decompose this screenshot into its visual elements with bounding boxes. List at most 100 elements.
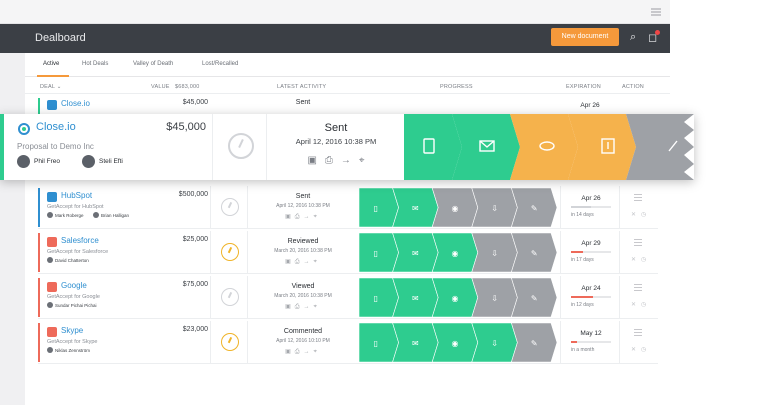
header-value[interactable]: VALUE	[151, 84, 170, 90]
expiration-cell: May 12 in a month	[560, 321, 620, 364]
company-name[interactable]: Salesforce	[61, 236, 99, 245]
engagement-cell	[212, 114, 267, 180]
print-icon[interactable]: ⎙	[294, 214, 304, 220]
save-icon[interactable]: ▣	[307, 155, 325, 166]
header-latest-activity[interactable]: LATEST ACTIVITY	[277, 84, 327, 90]
contact-person[interactable]: David Chatterton	[47, 257, 89, 263]
hamburger-menu-icon[interactable]	[651, 8, 661, 16]
row-menu-icon[interactable]	[634, 239, 642, 246]
tab-valley-of-death[interactable]: Valley of Death	[133, 61, 174, 67]
location-icon[interactable]: ⌖	[313, 349, 321, 355]
forward-icon[interactable]: →	[303, 214, 314, 220]
tab-bar: Active Hot Deals Valley of Death Lost/Re…	[25, 53, 670, 77]
header-deal[interactable]: DEAL ⌄	[40, 84, 62, 90]
progress-step	[431, 323, 479, 362]
progress-step	[471, 278, 518, 317]
forward-icon[interactable]: →	[340, 155, 359, 166]
close-io-logo-icon	[47, 100, 57, 110]
table-row[interactable]: Google $75,000 GetAccept for Google Sundar …	[38, 276, 658, 319]
contact-person[interactable]: Steli Efti	[82, 155, 123, 168]
contact-person[interactable]: Sundar Pichai Pichai	[47, 302, 97, 308]
print-icon[interactable]: ⎙	[294, 259, 304, 265]
expiration-note: in 17 days	[571, 257, 594, 263]
close-icon[interactable]: ✕	[631, 257, 637, 263]
print-icon[interactable]: ⎙	[294, 349, 304, 355]
forward-icon[interactable]: →	[303, 304, 314, 310]
progress-step	[431, 233, 479, 272]
expiration-date: May 12	[580, 330, 602, 337]
location-icon[interactable]: ⌖	[358, 155, 373, 166]
activity-status: Sent	[295, 99, 311, 106]
deal-value: $45,000	[166, 121, 206, 133]
close-icon[interactable]: ✕	[631, 347, 637, 353]
company-name[interactable]: Close.io	[61, 99, 90, 108]
print-icon[interactable]: ⎙	[294, 304, 304, 310]
save-icon[interactable]: ▣	[285, 349, 295, 355]
save-icon[interactable]: ▣	[285, 259, 295, 265]
print-icon[interactable]: ⎙	[324, 155, 341, 166]
progress-steps: ▯ ✉ ◉ ⇩ ✎	[359, 278, 557, 317]
row-menu-icon[interactable]	[634, 284, 642, 291]
contact-person[interactable]: Mark Roberge	[47, 212, 84, 218]
row-menu-icon[interactable]	[634, 329, 642, 336]
activity-actions: ▣⎙→⌖	[278, 258, 328, 266]
company-name[interactable]: HubSpot	[61, 191, 93, 200]
contact-person[interactable]: Niklas Zennström	[47, 347, 90, 353]
expiration-cell: Apr 24 in 12 days	[560, 276, 620, 319]
eye-icon: ◉	[452, 294, 459, 303]
highlighted-deal-card[interactable]: Close.io $45,000 Proposal to Demo Inc Ph…	[0, 114, 694, 180]
company-name[interactable]: Skype	[61, 326, 84, 335]
location-icon[interactable]: ⌖	[313, 259, 321, 265]
forward-icon[interactable]: →	[303, 349, 314, 355]
clock-icon[interactable]: ◷	[641, 302, 647, 308]
activity-actions: ▣⎙→⌖	[278, 348, 328, 356]
tab-active[interactable]: Active	[43, 61, 60, 67]
notification-badge	[655, 30, 660, 35]
row-menu-icon[interactable]	[634, 194, 642, 201]
row-accent	[38, 278, 40, 317]
progress-step	[471, 188, 518, 227]
expiration-date: Apr 29	[581, 240, 601, 247]
save-icon[interactable]: ▣	[285, 304, 295, 310]
clock-icon[interactable]: ◷	[641, 212, 647, 218]
progress-step-created	[404, 114, 462, 180]
expiration-progress-fill	[571, 206, 591, 208]
table-row[interactable]: Close.io $45,000 Sent Apr 26	[38, 96, 658, 116]
activity-status: Commented	[283, 328, 323, 335]
download-icon	[601, 138, 615, 154]
contact-person[interactable]: Phil Freo	[17, 155, 60, 168]
bell-icon[interactable]: ◻	[648, 32, 658, 44]
location-icon[interactable]: ⌖	[313, 214, 321, 220]
pen-icon: ✎	[531, 339, 538, 348]
expiration-date: Apr 26	[580, 102, 600, 109]
company-name[interactable]: Close.io	[36, 121, 76, 133]
document-icon: ▯	[374, 204, 378, 213]
table-row[interactable]: Skype $23,000 GetAccept for Skype Niklas Ze…	[38, 321, 658, 364]
new-document-button[interactable]: New document	[551, 28, 619, 46]
save-icon[interactable]: ▣	[285, 214, 295, 220]
activity-status: Reviewed	[287, 238, 319, 245]
table-row[interactable]: Salesforce $25,000 GetAccept for Salesforc…	[38, 231, 658, 274]
expiration-note: in 12 days	[571, 302, 594, 308]
company-name[interactable]: Google	[61, 281, 87, 290]
progress-step	[392, 323, 439, 362]
tab-hot-deals[interactable]: Hot Deals	[82, 61, 109, 67]
forward-icon[interactable]: →	[303, 259, 314, 265]
location-icon[interactable]: ⌖	[313, 304, 321, 310]
eye-icon: ◉	[452, 249, 459, 258]
search-icon[interactable]: ⌕	[630, 31, 637, 43]
close-icon[interactable]: ✕	[631, 212, 637, 218]
table-row[interactable]: HubSpot $500,000 GetAccept for HubSpot Mark…	[38, 186, 658, 229]
deal-value: $75,000	[182, 281, 208, 288]
tab-lost-recalled[interactable]: Lost/Recalled	[202, 61, 239, 67]
activity-actions: ▣⎙→⌖	[300, 155, 380, 166]
close-icon[interactable]: ✕	[631, 302, 637, 308]
contact-person[interactable]: Brian Halligan	[93, 212, 129, 218]
header-expiration[interactable]: EXPIRATION	[566, 84, 601, 90]
activity-date: March 20, 2016 10:38 PM	[274, 293, 332, 299]
clock-icon[interactable]: ◷	[641, 347, 647, 353]
pen-icon: ✎	[531, 294, 538, 303]
download-icon: ⇩	[491, 339, 498, 348]
eye-icon	[539, 141, 555, 151]
clock-icon[interactable]: ◷	[641, 257, 647, 263]
